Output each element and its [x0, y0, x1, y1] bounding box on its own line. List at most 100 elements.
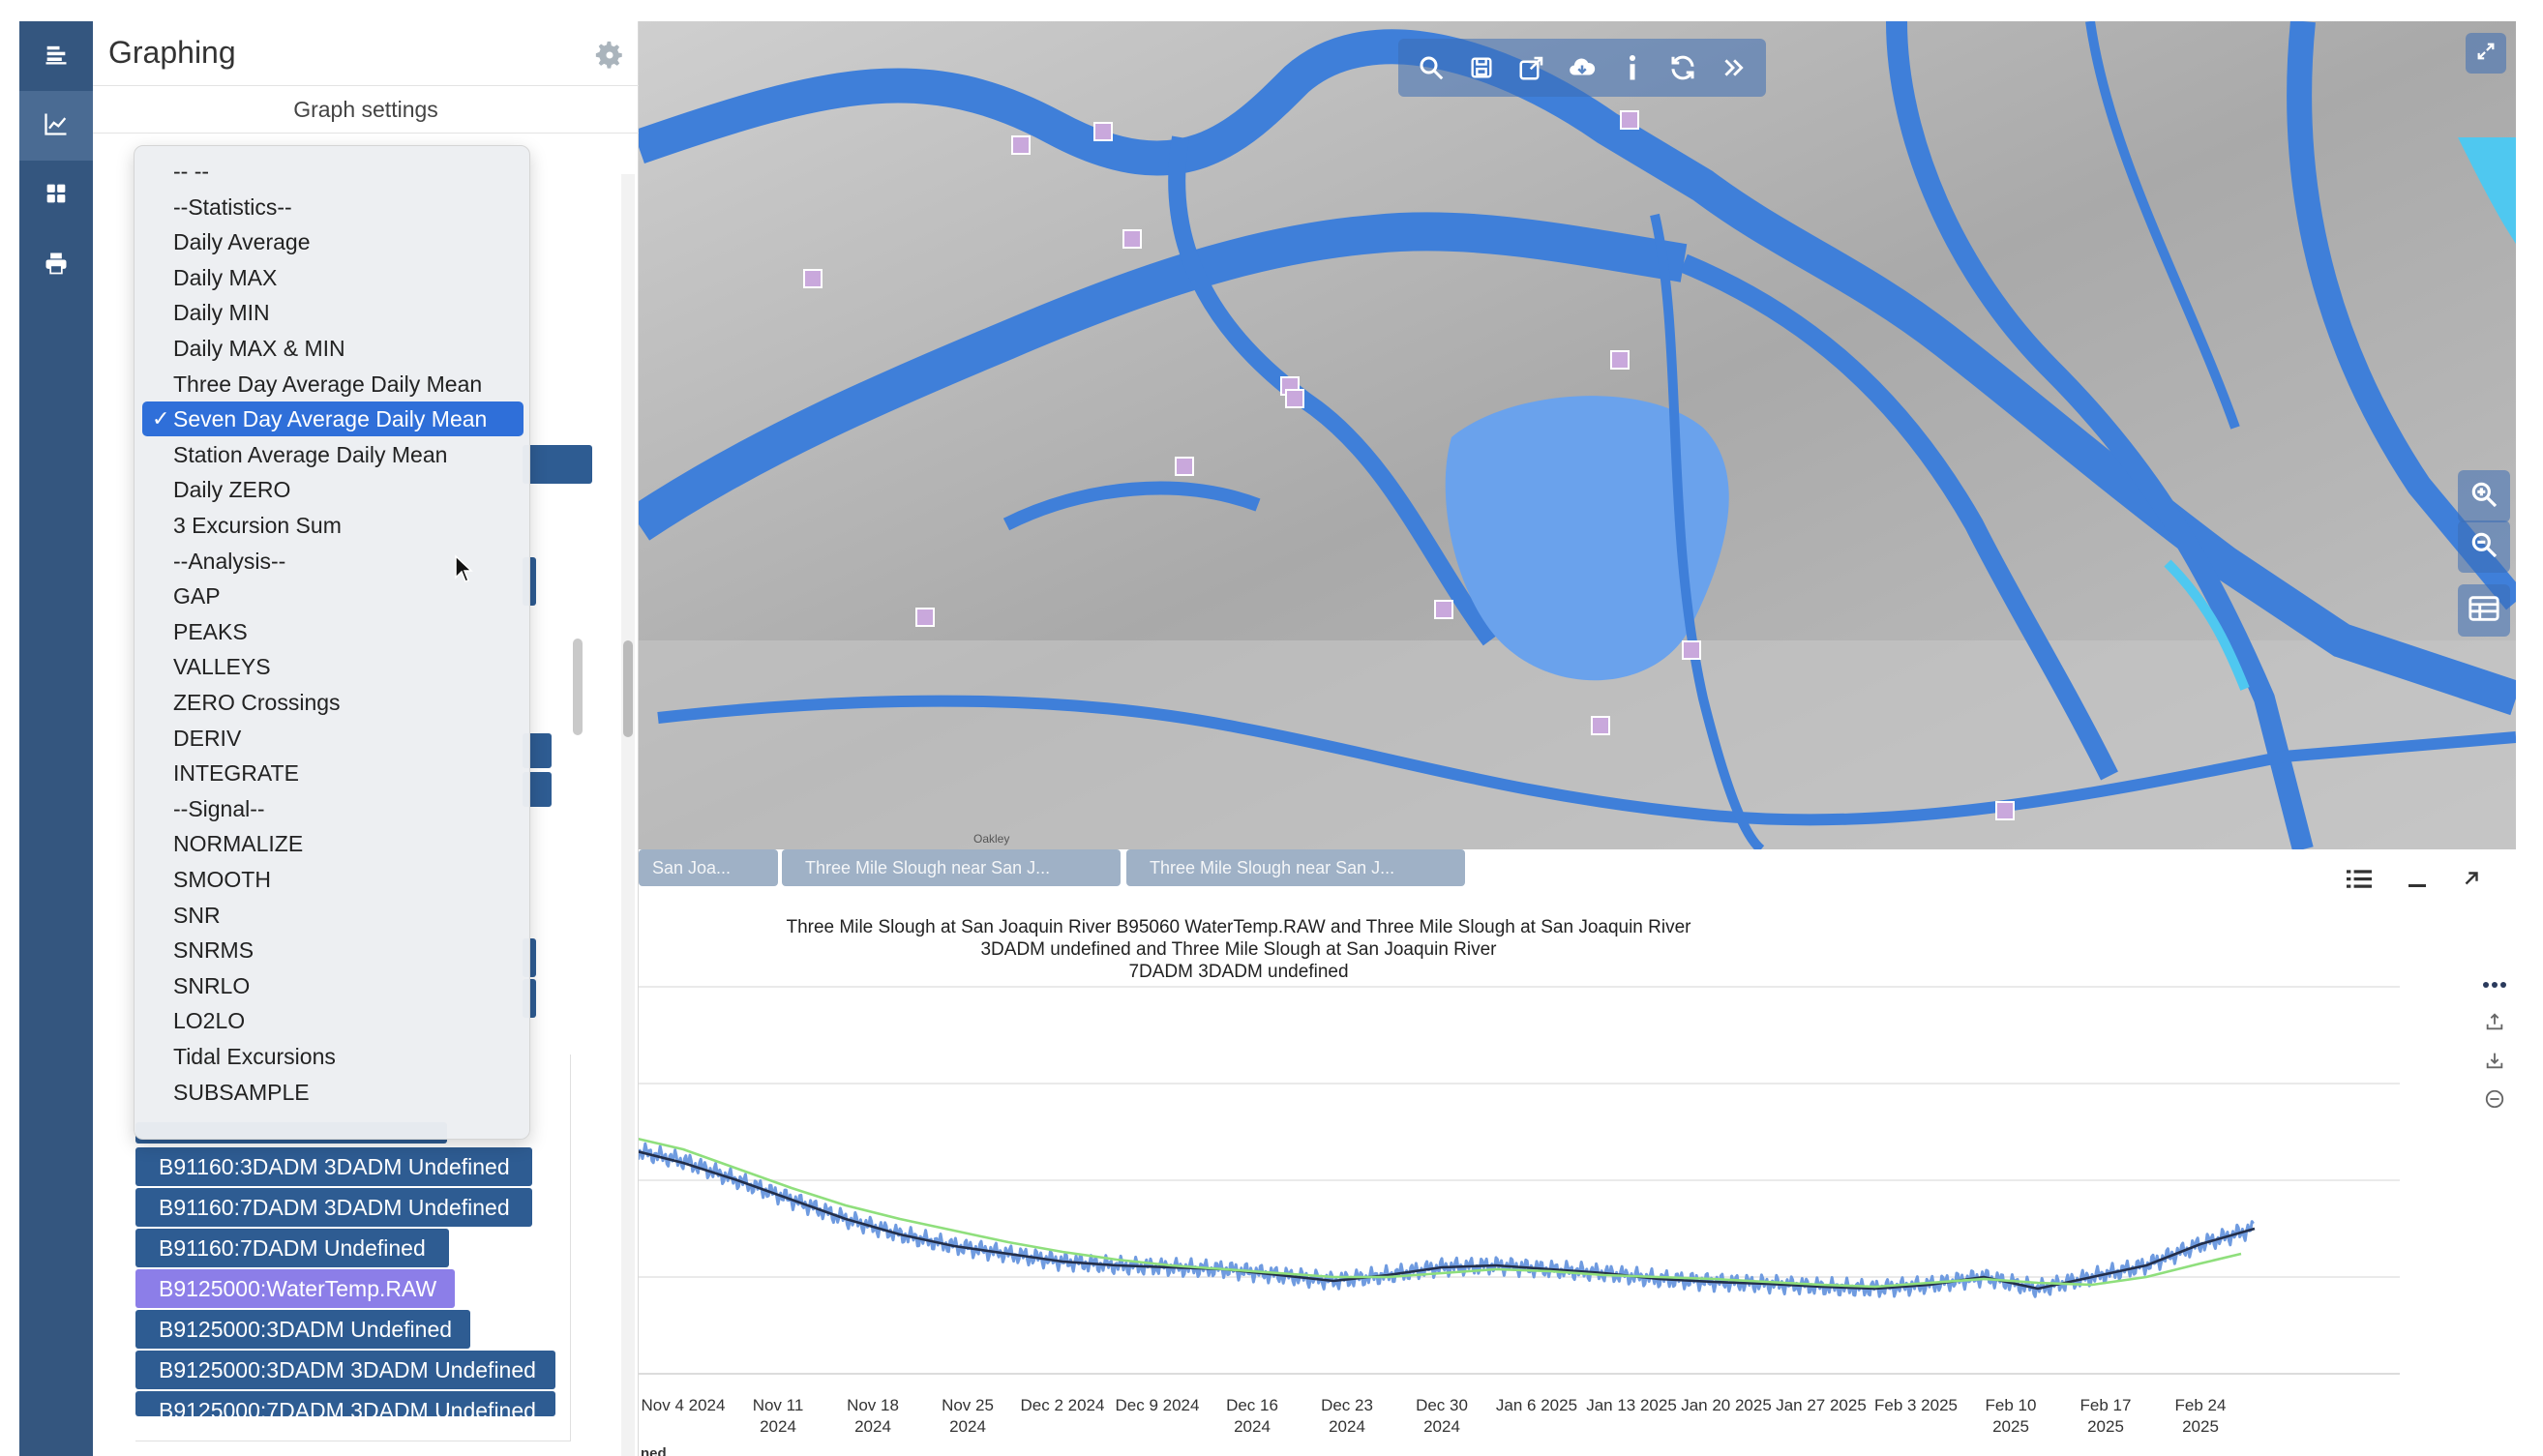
layers-icon	[43, 41, 70, 73]
dropdown-option[interactable]: Daily Average	[173, 229, 311, 255]
zoom-in-icon	[2468, 479, 2499, 515]
graph-settings-header[interactable]: Graph settings	[93, 85, 639, 134]
dropdown-option[interactable]: Station Average Daily Mean	[173, 441, 448, 467]
panel-scrollbar[interactable]	[621, 174, 635, 1456]
dropdown-option[interactable]: VALLEYS	[173, 654, 271, 680]
dropdown-option[interactable]: ZERO Crossings	[173, 690, 341, 715]
dropdown-option[interactable]: LO2LO	[173, 1008, 246, 1034]
station-marker[interactable]	[915, 608, 935, 627]
dropdown-option[interactable]: SUBSAMPLE	[173, 1079, 310, 1105]
dropdown-option[interactable]: GAP	[173, 583, 221, 609]
x-tick-label: 2024	[949, 1417, 986, 1432]
dropdown-option[interactable]: Daily ZERO	[173, 477, 291, 503]
upload-icon[interactable]	[2477, 1004, 2512, 1039]
expand-icon	[2475, 41, 2497, 67]
list-scrollbar-thumb[interactable]	[573, 639, 583, 735]
map-view[interactable]: Oakley	[639, 21, 2516, 849]
time-series-chart[interactable]: Nov 4 2024 Nov 11 2024 Nov 18 2024 Nov 25 2024…	[639, 977, 2438, 1432]
remove-icon[interactable]	[2477, 1082, 2512, 1116]
zoom-out-button[interactable]	[2458, 520, 2510, 573]
table-icon	[2468, 594, 2500, 628]
series-item[interactable]: B91160:7DADM Undefined	[135, 1229, 449, 1267]
x-tick-label: 2024	[1423, 1417, 1460, 1432]
x-tick-label: 2025	[1992, 1417, 2029, 1432]
station-marker[interactable]	[803, 269, 823, 288]
station-marker[interactable]	[1011, 135, 1031, 155]
chart-tab[interactable]: San Joa...	[639, 849, 778, 886]
dropdown-option[interactable]: DERIV	[173, 725, 242, 751]
mouse-cursor-icon	[455, 554, 473, 582]
series-line	[639, 1137, 2242, 1289]
x-tick-label: 2024	[760, 1417, 796, 1432]
station-marker[interactable]	[1610, 350, 1630, 370]
dropdown-option[interactable]: SMOOTH	[173, 867, 271, 892]
dropdown-option[interactable]: Daily MAX & MIN	[173, 336, 345, 361]
station-marker[interactable]	[1620, 110, 1639, 130]
share-icon[interactable]	[1514, 50, 1549, 85]
chart-tab[interactable]: Three Mile Slough near San J...	[1126, 849, 1465, 886]
sidebar-item-print[interactable]	[19, 230, 93, 300]
truncated-label: ned	[641, 1445, 667, 1456]
statistic-dropdown[interactable]: -- -- --Statistics-- Daily Average Daily MA…	[134, 145, 530, 1140]
station-marker[interactable]	[1175, 457, 1194, 476]
station-marker[interactable]	[1093, 122, 1113, 141]
dropdown-option[interactable]: Daily MAX	[173, 264, 278, 290]
x-tick-label: Jan 13 2025	[1586, 1396, 1677, 1414]
sidebar-item-layers[interactable]	[19, 21, 93, 91]
x-tick-label: Dec 30	[1416, 1396, 1468, 1414]
panel-scrollbar-thumb[interactable]	[623, 640, 633, 737]
dropdown-option[interactable]: Daily MIN	[173, 300, 270, 326]
dropdown-option[interactable]: SNRMS	[173, 937, 254, 964]
dropdown-option[interactable]: --Statistics--	[173, 193, 292, 220]
table-button[interactable]	[2458, 584, 2510, 637]
series-item[interactable]: B9125000:7DADM 3DADM Undefined	[135, 1391, 555, 1416]
dropdown-option[interactable]: INTEGRATE	[173, 760, 299, 787]
series-item[interactable]: B9125000:3DADM Undefined	[135, 1310, 470, 1349]
station-marker[interactable]	[1995, 801, 2015, 820]
info-icon[interactable]	[1615, 50, 1650, 85]
cloud-download-icon[interactable]	[1565, 50, 1600, 85]
dropdown-option[interactable]: SNR	[173, 902, 221, 928]
chart-side-toolbar	[2477, 967, 2526, 1113]
series-item[interactable]: B9125000:3DADM 3DADM Undefined	[135, 1351, 555, 1389]
dropdown-option[interactable]: -- --	[173, 159, 210, 184]
x-tick-label: Nov 25	[942, 1396, 994, 1414]
chart-controls	[2342, 861, 2516, 900]
download-icon[interactable]	[2477, 1043, 2512, 1078]
series-item[interactable]: B9125000:WaterTemp.RAW	[135, 1269, 455, 1308]
search-icon[interactable]	[1414, 50, 1449, 85]
dropdown-option[interactable]: ✓ Seven Day Average Daily Mean	[142, 401, 524, 437]
dropdown-option[interactable]: Tidal Excursions	[173, 1044, 336, 1069]
dashboard-grid-icon	[43, 180, 70, 212]
sidebar-item-graphing[interactable]	[19, 91, 93, 161]
list-icon[interactable]	[2342, 861, 2377, 896]
chevrons-right-icon[interactable]	[1716, 50, 1750, 85]
station-marker[interactable]	[1682, 640, 1701, 660]
save-icon[interactable]	[1464, 50, 1499, 85]
expand-map-button[interactable]	[2466, 33, 2506, 74]
station-marker[interactable]	[1122, 229, 1142, 249]
station-marker[interactable]	[1285, 389, 1304, 408]
sidebar-item-dashboard[interactable]	[19, 161, 93, 230]
station-marker[interactable]	[1434, 600, 1453, 619]
dropdown-option[interactable]: --Analysis--	[173, 548, 286, 574]
refresh-icon[interactable]	[1665, 50, 1700, 85]
dropdown-option[interactable]: Three Day Average Daily Mean	[173, 371, 483, 397]
chart-tab[interactable]: Three Mile Slough near San J...	[782, 849, 1121, 886]
x-tick-label: 2025	[2182, 1417, 2219, 1432]
zoom-in-button[interactable]	[2458, 470, 2510, 522]
minimize-icon[interactable]	[2400, 861, 2435, 896]
dropdown-option[interactable]: SNRLO	[173, 972, 251, 998]
series-item[interactable]: B91160:3DADM 3DADM Undefined	[135, 1147, 532, 1186]
series-item[interactable]: B91160:7DADM 3DADM Undefined	[135, 1188, 532, 1227]
hidden-button[interactable]	[523, 445, 592, 484]
dropdown-option[interactable]: --Signal--	[173, 795, 265, 821]
dropdown-option[interactable]: 3 Excursion Sum	[173, 513, 342, 538]
more-icon[interactable]	[2477, 967, 2512, 1002]
dropdown-option[interactable]: PEAKS	[173, 618, 248, 644]
popout-icon[interactable]	[2454, 861, 2489, 896]
x-tick-label: Nov 18	[847, 1396, 899, 1414]
gear-icon[interactable]	[593, 39, 626, 72]
dropdown-option[interactable]: NORMALIZE	[173, 831, 304, 857]
station-marker[interactable]	[1591, 716, 1610, 735]
